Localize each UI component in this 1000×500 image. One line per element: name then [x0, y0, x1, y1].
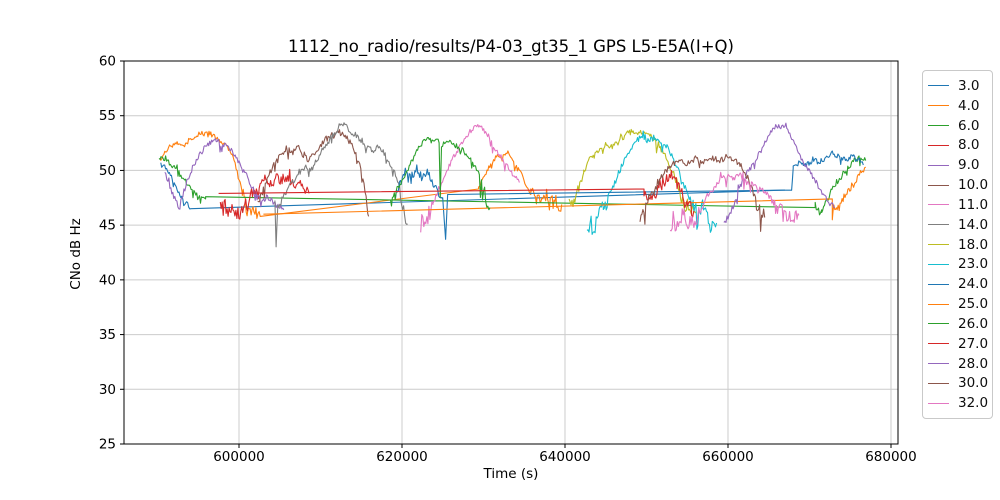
- legend-line-sample: [928, 402, 949, 404]
- x-tick-label: 620000: [376, 449, 428, 465]
- legend-line-sample: [928, 105, 949, 107]
- legend-entry-24.0: 24.0: [923, 274, 992, 294]
- legend-label: 3.0: [958, 77, 980, 94]
- legend-line-sample: [928, 283, 949, 285]
- legend-entry-30.0: 30.0: [923, 373, 992, 393]
- legend-entry-25.0: 25.0: [923, 294, 992, 314]
- series-line-30.0: [639, 153, 766, 232]
- legend-entry-10.0: 10.0: [923, 175, 992, 195]
- y-tick-label: 35: [99, 327, 116, 343]
- legend-label: 14.0: [958, 216, 989, 233]
- legend-line-sample: [928, 303, 949, 305]
- chart-title: 1112_no_radio/results/P4-03_gt35_1 GPS L…: [288, 37, 734, 56]
- legend-line-sample: [928, 224, 949, 226]
- y-tick-label: 50: [99, 163, 116, 179]
- legend-label: 30.0: [958, 375, 989, 392]
- legend-label: 27.0: [958, 335, 989, 352]
- legend-entry-4.0: 4.0: [923, 96, 992, 116]
- legend-entry-6.0: 6.0: [923, 116, 992, 136]
- data-series-lines: [158, 122, 867, 248]
- x-axis-label: Time (s): [483, 466, 539, 482]
- legend-entry-3.0: 3.0: [923, 76, 992, 96]
- y-tick-label: 40: [99, 272, 116, 288]
- x-tick-label: 660000: [702, 449, 754, 465]
- legend-label: 10.0: [958, 177, 989, 194]
- legend-label: 18.0: [958, 236, 989, 253]
- legend-label: 25.0: [958, 296, 989, 313]
- legend-label: 32.0: [958, 395, 989, 412]
- legend-line-sample: [928, 85, 949, 87]
- y-tick-label: 45: [99, 218, 116, 234]
- series-line-28.0: [723, 122, 836, 224]
- y-tick-label: 25: [99, 437, 116, 453]
- series-line-32.0: [669, 171, 800, 232]
- legend-line-sample: [928, 144, 949, 146]
- legend-entry-32.0: 32.0: [923, 393, 992, 413]
- legend-entry-26.0: 26.0: [923, 314, 992, 334]
- legend-line-sample: [928, 164, 949, 166]
- series-line-25.0: [263, 166, 866, 221]
- axis-ticks: [120, 60, 892, 448]
- series-line-27.0: [218, 169, 695, 218]
- legend-label: 8.0: [958, 137, 980, 154]
- legend-entry-14.0: 14.0: [923, 215, 992, 235]
- legend-line-sample: [928, 263, 949, 265]
- y-tick-label: 55: [99, 108, 116, 124]
- series-line-6.0: [158, 155, 867, 216]
- legend-line-sample: [928, 244, 949, 246]
- legend-label: 9.0: [958, 157, 980, 174]
- x-tick-label: 680000: [865, 449, 917, 465]
- legend-line-sample: [928, 363, 949, 364]
- legend-entry-27.0: 27.0: [923, 334, 992, 354]
- x-tick-label: 600000: [213, 449, 265, 465]
- series-line-11.0: [420, 124, 520, 233]
- legend-label: 11.0: [958, 196, 989, 213]
- y-tick-label: 30: [99, 382, 116, 398]
- plot-frame: [123, 60, 899, 445]
- legend-entry-11.0: 11.0: [923, 195, 992, 215]
- legend-label: 28.0: [958, 355, 989, 372]
- series-line-8.0: [219, 168, 310, 220]
- series-line-3.0: [160, 162, 786, 210]
- legend-entry-28.0: 28.0: [923, 354, 992, 374]
- legend-label: 24.0: [958, 276, 989, 293]
- legend-entry-8.0: 8.0: [923, 135, 992, 155]
- legend-line-sample: [928, 382, 949, 384]
- series-line-14.0: [274, 122, 408, 248]
- series-line-26.0: [390, 136, 491, 211]
- legend-label: 26.0: [958, 315, 989, 332]
- y-tick-label: 60: [99, 54, 116, 70]
- x-tick-label: 640000: [539, 449, 591, 465]
- legend-entry-9.0: 9.0: [923, 155, 992, 175]
- legend-line-sample: [928, 125, 949, 127]
- legend-line-sample: [928, 323, 949, 325]
- series-line-18.0: [568, 128, 697, 215]
- legend-label: 23.0: [958, 256, 989, 273]
- legend-box: 3.0 4.0 6.0 8.0 9.0 10.0 11.0 14.0 18.0 23.0 24.0 2…: [922, 70, 993, 419]
- axis-tick-labels: 600000 620000 640000 660000 680000 25 30 35 40 45…: [99, 54, 917, 466]
- series-line-23.0: [586, 130, 718, 235]
- legend-label: 6.0: [958, 117, 980, 134]
- series-line-10.0: [257, 129, 370, 217]
- legend-line-sample: [928, 343, 949, 345]
- legend-line-sample: [928, 204, 949, 206]
- series-line-24.0: [394, 150, 864, 240]
- legend-line-sample: [928, 184, 949, 186]
- series-line-9.0: [164, 138, 285, 211]
- legend-entry-23.0: 23.0: [923, 254, 992, 274]
- legend-label: 4.0: [958, 97, 980, 114]
- legend-entry-18.0: 18.0: [923, 235, 992, 255]
- grid-lines: [124, 60, 898, 445]
- y-axis-label: CNo dB Hz: [68, 218, 84, 290]
